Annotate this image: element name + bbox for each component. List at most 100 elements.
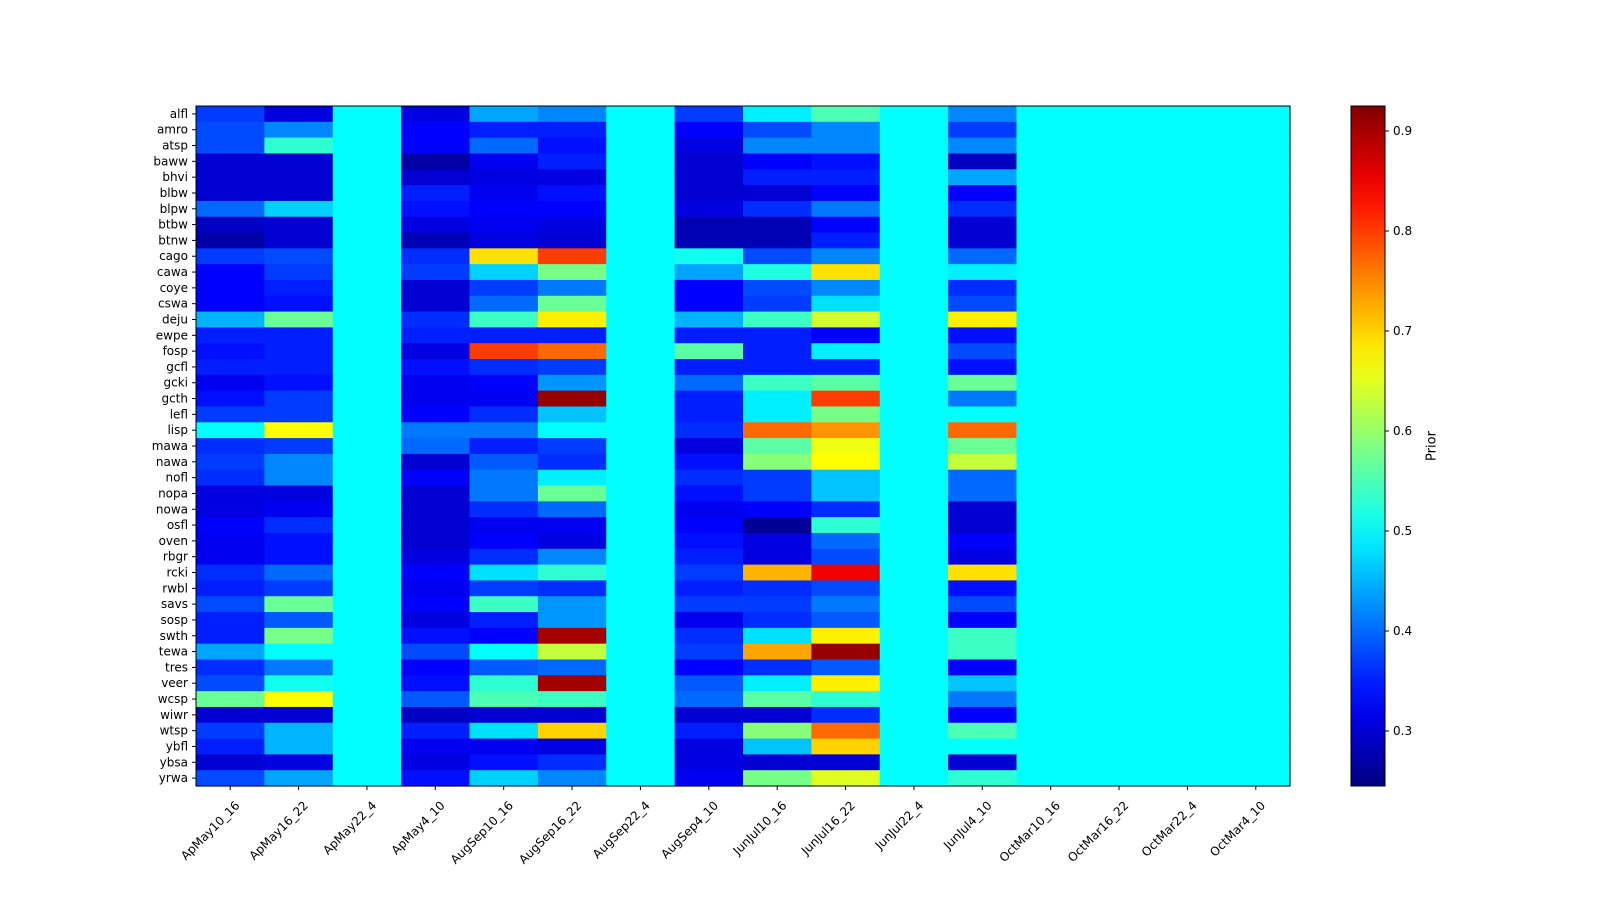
heatmap-cell: [1016, 659, 1086, 676]
heatmap-cell: [743, 279, 812, 297]
heatmap-cell: [1016, 453, 1086, 471]
heatmap-cell: [1084, 501, 1154, 518]
heatmap-cell: [469, 216, 539, 234]
y-tick-label: ewpe: [156, 328, 188, 342]
heatmap-cell: [196, 485, 265, 502]
heatmap-cell: [264, 359, 334, 376]
heatmap-cell: [196, 200, 265, 218]
heatmap-cell: [1016, 596, 1086, 613]
heatmap-cell: [1084, 469, 1154, 487]
heatmap-cell: [196, 359, 265, 376]
y-tick-label: cago: [159, 249, 188, 263]
heatmap-cell: [606, 343, 676, 360]
x-tick-label: JunJul10_16: [730, 798, 790, 858]
heatmap-cell: [743, 343, 812, 360]
heatmap-cell: [537, 327, 607, 344]
x-tick-label: ApMay10_16: [178, 798, 242, 862]
heatmap-cell: [1221, 596, 1291, 613]
heatmap-cell: [743, 770, 812, 787]
heatmap-cell: [1221, 153, 1291, 170]
heatmap-cell: [948, 691, 1018, 708]
heatmap-cell: [1084, 722, 1154, 740]
heatmap-cell: [743, 453, 812, 471]
heatmap-cell: [469, 722, 539, 740]
heatmap-cell: [1016, 153, 1086, 170]
heatmap-cell: [1084, 532, 1154, 550]
heatmap-cell: [537, 343, 607, 360]
heatmap-cell: [332, 675, 402, 692]
x-tick-label: ApMay4_10: [389, 798, 448, 857]
heatmap-cell: [811, 659, 881, 676]
heatmap-cell: [401, 200, 471, 218]
heatmap-cell: [743, 106, 812, 123]
heatmap-cell: [606, 706, 676, 724]
heatmap-cell: [401, 153, 471, 170]
heatmap-cell: [743, 675, 812, 692]
heatmap-cell: [401, 359, 471, 376]
heatmap-cell: [1084, 564, 1154, 582]
heatmap-cell: [1153, 691, 1223, 708]
y-tick-label: btbw: [158, 218, 188, 232]
heatmap-cell: [606, 580, 676, 597]
heatmap-cell: [469, 659, 539, 676]
heatmap-cell: [264, 517, 334, 534]
heatmap-cell: [1221, 295, 1291, 313]
heatmap-cell: [264, 406, 334, 423]
heatmap-cell: [743, 580, 812, 597]
heatmap-cell: [743, 438, 812, 455]
heatmap-cell: [948, 675, 1018, 692]
heatmap-cell: [1221, 580, 1291, 597]
heatmap-cell: [1084, 169, 1154, 186]
heatmap-cell: [332, 770, 402, 787]
heatmap-cell: [332, 564, 402, 582]
heatmap-cell: [196, 327, 265, 344]
heatmap-cell: [264, 106, 334, 123]
heatmap-cell: [674, 422, 744, 439]
heatmap-cell: [879, 706, 949, 724]
heatmap-cell: [606, 137, 676, 155]
heatmap-cell: [1084, 517, 1154, 534]
heatmap-cell: [879, 754, 949, 771]
heatmap-cell: [1084, 691, 1154, 708]
heatmap-cell: [879, 232, 949, 249]
heatmap-cell: [537, 532, 607, 550]
heatmap-cell: [811, 469, 881, 487]
heatmap-cell: [196, 169, 265, 186]
heatmap-cell: [606, 691, 676, 708]
heatmap-cell: [948, 248, 1018, 265]
y-tick-label: rbgr: [163, 550, 188, 564]
heatmap-cell: [743, 295, 812, 313]
heatmap-cell: [537, 643, 607, 661]
heatmap-cell: [811, 580, 881, 597]
heatmap-cell: [469, 580, 539, 597]
heatmap-cell: [537, 311, 607, 328]
heatmap-cell: [1153, 659, 1223, 676]
heatmap-cell: [606, 121, 676, 139]
heatmap-cell: [196, 596, 265, 613]
heatmap-cell: [674, 327, 744, 344]
heatmap-cell: [264, 311, 334, 328]
heatmap-cell: [469, 754, 539, 771]
heatmap-cell: [401, 311, 471, 328]
heatmap-cell: [948, 659, 1018, 676]
heatmap-cell: [743, 548, 812, 566]
heatmap-cell: [469, 548, 539, 566]
heatmap-cell: [1221, 532, 1291, 550]
heatmap-cell: [401, 438, 471, 455]
heatmap-cell: [811, 517, 881, 534]
heatmap-cell: [1016, 200, 1086, 218]
y-tick-label: fosp: [163, 344, 188, 358]
heatmap-cell: [264, 627, 334, 645]
heatmap-cell: [1016, 532, 1086, 550]
y-tick-label: osfl: [167, 518, 188, 532]
heatmap-cell: [332, 643, 402, 661]
heatmap-cell: [469, 137, 539, 155]
heatmap-cell: [332, 359, 402, 376]
heatmap-cell: [469, 675, 539, 692]
heatmap-cell: [196, 691, 265, 708]
heatmap-cell: [469, 691, 539, 708]
heatmap-cell: [948, 311, 1018, 328]
heatmap-cell: [1016, 406, 1086, 423]
heatmap-cell: [674, 311, 744, 328]
heatmap-cell: [1084, 137, 1154, 155]
